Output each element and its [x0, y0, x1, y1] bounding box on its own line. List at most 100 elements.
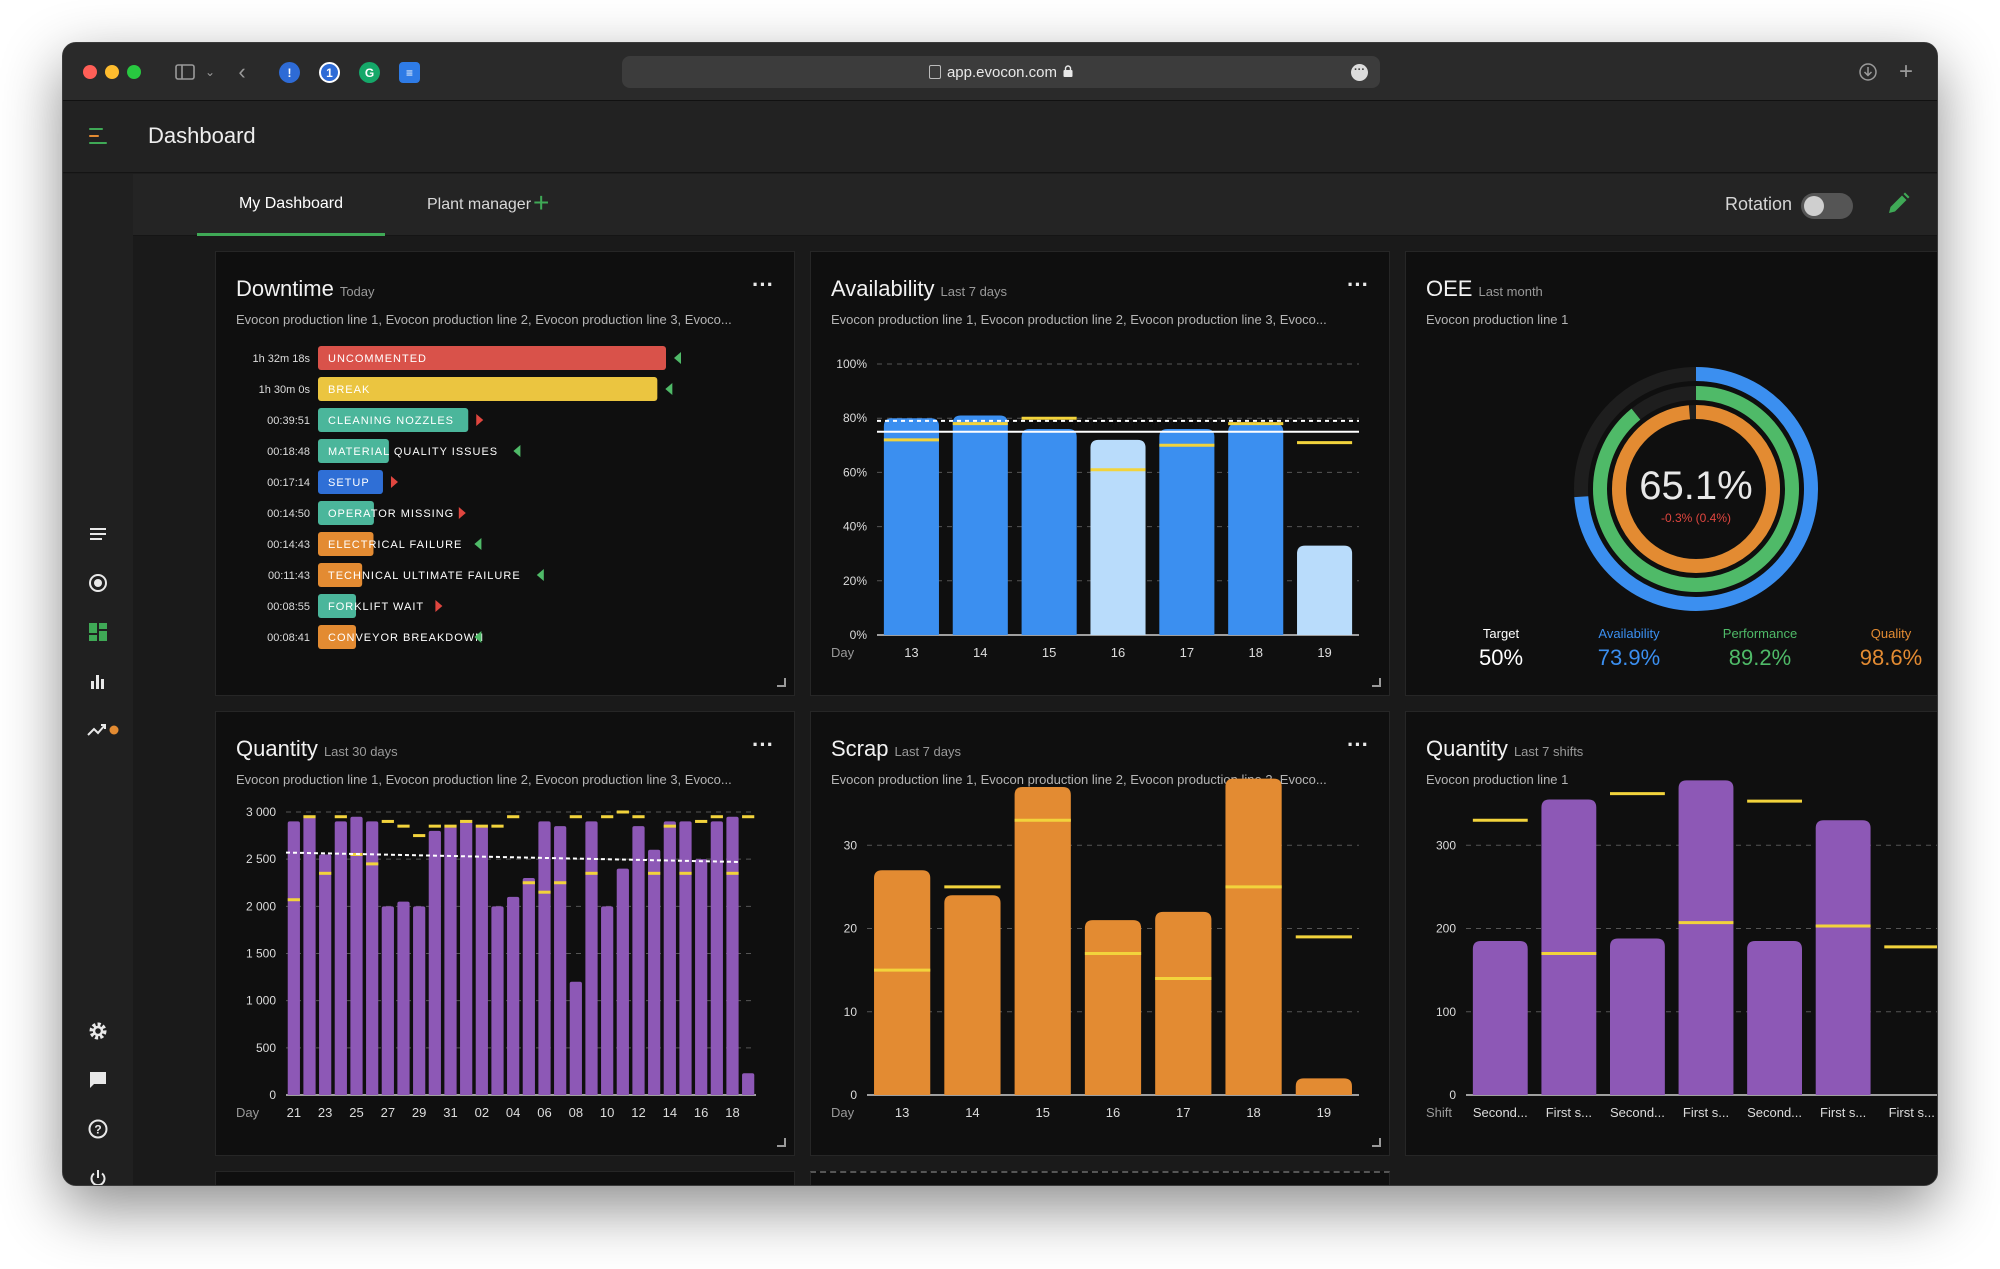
trends-icon[interactable]	[83, 715, 123, 745]
bar	[663, 821, 676, 1095]
stat-label: Performance	[1722, 626, 1798, 641]
add-tab-icon[interactable]: +	[533, 187, 550, 218]
bar	[1159, 429, 1215, 635]
extension-password-icon[interactable]: 1	[319, 62, 340, 83]
menu-icon[interactable]	[89, 128, 107, 149]
scrap-chart: 0 10 20 30 13 14 15 16 17 18 19 Day	[831, 778, 1359, 1120]
bar-chart-icon[interactable]	[83, 666, 113, 696]
x-tick-label: 13	[904, 645, 918, 660]
downtime-bar	[318, 532, 374, 556]
reports-list-icon[interactable]	[83, 519, 113, 549]
trend-down-icon	[536, 569, 544, 581]
target-icon[interactable]	[83, 568, 113, 598]
oee-delta: -0.3% (0.4%)	[1661, 511, 1731, 525]
sidebar-toggle-icon[interactable]	[173, 59, 197, 85]
trend-up-icon	[476, 414, 484, 426]
resize-handle-icon[interactable]	[777, 678, 786, 687]
app-header: Dashboard	[63, 101, 1937, 173]
x-tick-label: 04	[506, 1105, 520, 1120]
stat-value: 89.2%	[1728, 645, 1792, 670]
extension-grammar-icon[interactable]: G	[359, 62, 380, 83]
bar	[569, 981, 582, 1095]
bar	[601, 906, 614, 1095]
chat-icon[interactable]	[83, 1065, 113, 1095]
x-tick-label: 31	[443, 1105, 457, 1120]
x-tick-label: 14	[663, 1105, 677, 1120]
x-tick-label: 02	[475, 1105, 489, 1120]
bar	[1747, 940, 1802, 1095]
widget-menu-icon[interactable]: ···	[752, 732, 774, 757]
page-menu-icon[interactable]: ···	[1351, 64, 1368, 81]
y-tick-label: 60%	[843, 465, 867, 479]
rotation-toggle[interactable]	[1801, 193, 1853, 219]
dashboard-tabs: My Dashboard Plant manager + Rotation	[133, 174, 1937, 236]
y-tick-label: 20%	[843, 574, 867, 588]
x-axis-label: Day	[831, 645, 855, 660]
help-icon[interactable]: ?	[83, 1114, 113, 1144]
x-tick-label: 29	[412, 1105, 426, 1120]
trend-down-icon	[665, 383, 673, 395]
downtime-duration-label: 1h 30m 0s	[259, 384, 311, 396]
x-axis-label: Day	[831, 1105, 855, 1120]
x-tick-label: 23	[318, 1105, 332, 1120]
x-tick-label: 19	[1317, 1105, 1331, 1120]
widget-menu-icon[interactable]: ···	[752, 272, 774, 297]
downtime-reason-label: TECHNICAL ULTIMATE FAILURE	[328, 570, 521, 582]
widget-menu-icon[interactable]: ···	[1347, 272, 1369, 297]
power-icon[interactable]	[83, 1163, 113, 1185]
download-icon[interactable]	[1857, 59, 1879, 85]
quantity-7-shifts-chart: 0 100 200 300 Second... First s... Second... Fi…	[1426, 780, 1937, 1120]
extension-layers-icon[interactable]: ≡	[399, 62, 420, 83]
extension-alert-icon[interactable]: !	[279, 62, 300, 83]
widget-period: Last 30 days	[323, 744, 398, 759]
resize-handle-icon[interactable]	[1372, 678, 1381, 687]
quantity-30-days-widget: Quantity Last 30 days Evocon production l…	[215, 711, 795, 1156]
bar	[742, 1073, 755, 1095]
bar	[444, 826, 457, 1095]
dashboard-icon[interactable]	[83, 617, 113, 647]
url-text: app.evocon.com	[946, 63, 1058, 81]
tab-my-dashboard[interactable]: My Dashboard	[197, 174, 385, 236]
minimize-window-button[interactable]	[105, 65, 119, 79]
x-tick-label: First s...	[1820, 1105, 1866, 1120]
x-tick-label: 14	[973, 645, 987, 660]
trend-up-icon	[390, 476, 398, 488]
tab-plant-manager[interactable]: Plant manager	[426, 196, 532, 213]
bar	[1472, 940, 1528, 1095]
trend-up-icon	[435, 600, 443, 612]
close-window-button[interactable]	[83, 65, 97, 79]
empty-widget-slot[interactable]	[810, 1171, 1390, 1185]
new-tab-icon[interactable]: +	[1898, 58, 1913, 85]
bar	[522, 878, 535, 1095]
downtime-duration-label: 00:17:14	[267, 477, 310, 489]
y-tick-label: 200	[1436, 922, 1456, 936]
downtime-bar	[318, 439, 389, 463]
resize-handle-icon[interactable]	[777, 1138, 786, 1147]
downtime-reason-label: OPERATOR MISSING	[328, 508, 454, 520]
edit-pencil-icon[interactable]	[1885, 191, 1911, 217]
gear-icon[interactable]	[83, 1016, 113, 1046]
zoom-window-button[interactable]	[127, 65, 141, 79]
back-arrow-icon[interactable]: ‹	[238, 59, 246, 84]
x-tick-label: Second...	[1473, 1105, 1528, 1120]
bar	[1295, 1078, 1352, 1095]
bar	[1541, 799, 1597, 1095]
chevron-down-icon[interactable]: ⌄	[204, 65, 216, 79]
widget-title: Scrap Last 7 days	[831, 736, 961, 761]
resize-handle-icon[interactable]	[1372, 1138, 1381, 1147]
y-tick-label: 0	[850, 1088, 857, 1102]
x-tick-label: 25	[349, 1105, 363, 1120]
x-tick-label: 16	[694, 1105, 708, 1120]
x-tick-label: 18	[1248, 645, 1262, 660]
y-tick-label: 500	[256, 1041, 276, 1055]
bar	[632, 826, 645, 1095]
bar	[350, 816, 363, 1095]
widget-period: Today	[339, 284, 375, 299]
downtime-reason-label: SETUP	[328, 477, 370, 489]
widget-subtitle: Evocon production line 1, Evocon product…	[831, 312, 1327, 327]
quantity-7-shifts-widget: Quantity Last 7 shifts Evocon production …	[1405, 711, 1937, 1156]
widget-menu-icon[interactable]: ···	[1347, 732, 1369, 757]
quantity-30-days-chart: 0 500 1 000 1 500 2 000 2 500 3 000 Day 21 23 25 27…	[236, 805, 756, 1120]
x-tick-label: 18	[1246, 1105, 1260, 1120]
address-bar[interactable]: app.evocon.com ···	[622, 56, 1380, 88]
